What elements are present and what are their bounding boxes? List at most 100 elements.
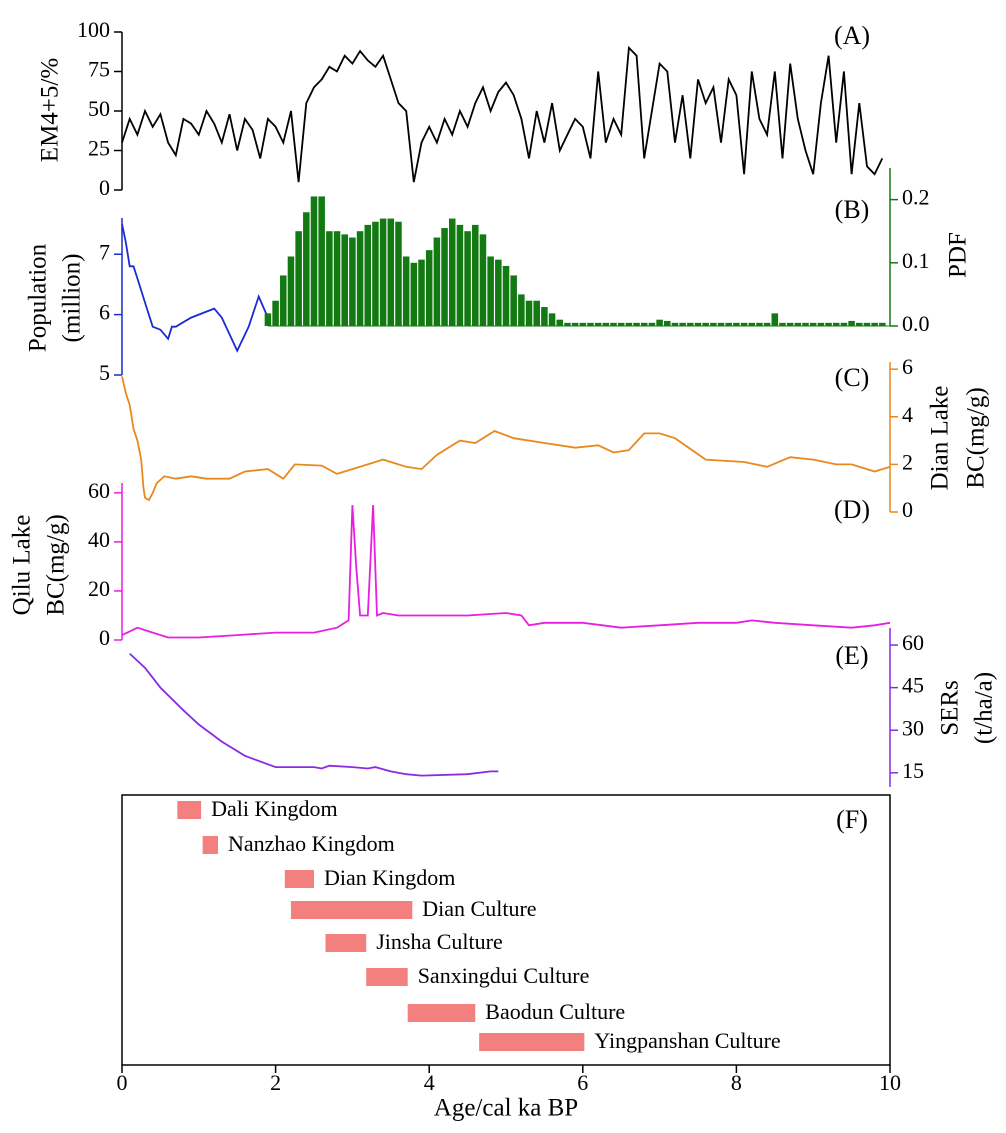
y-axis-label: EM4+5/% xyxy=(37,58,64,162)
pdf-bar xyxy=(410,262,418,326)
pdf-bar xyxy=(687,322,694,326)
y-tick-label: 30 xyxy=(902,715,924,740)
y-axis-label: BC(mg/g) xyxy=(43,514,70,615)
pdf-bar xyxy=(694,322,702,326)
pdf-bar xyxy=(425,250,433,326)
period-label: Dali Kingdom xyxy=(211,796,338,821)
y-tick-label: 60 xyxy=(902,630,924,655)
y-tick-label: 0 xyxy=(99,175,110,200)
pdf-bar xyxy=(763,322,771,326)
period-label: Sanxingdui Culture xyxy=(418,963,590,988)
pdf-bar xyxy=(495,259,502,326)
y-axis-label: Dian Lake xyxy=(927,386,954,491)
y-axis-label: (million) xyxy=(59,254,86,343)
y-tick-label: 20 xyxy=(88,576,110,601)
y-axis-label: Qilu Lake xyxy=(9,515,36,616)
y-tick-label: 0.1 xyxy=(902,248,930,273)
pdf-bar xyxy=(418,259,425,326)
pdf-bar xyxy=(372,221,379,326)
pdf-bar xyxy=(564,322,571,326)
pdf-bar xyxy=(633,322,640,326)
y-axis-label: (t/ha/a) xyxy=(971,672,998,744)
pdf-bar xyxy=(541,307,548,326)
pdf-bar xyxy=(318,196,325,326)
pdf-bar xyxy=(510,275,517,326)
pdf-bar xyxy=(280,275,287,326)
pdf-bar xyxy=(756,322,763,326)
y-axis-label: SERs xyxy=(937,680,964,736)
pdf-bar xyxy=(387,218,395,326)
pdf-bar xyxy=(740,322,748,326)
pdf-bar xyxy=(848,320,855,326)
y-tick-label: 0 xyxy=(902,497,913,522)
y-tick-label: 0.2 xyxy=(902,185,930,210)
data-line xyxy=(121,376,891,502)
data-line xyxy=(121,223,269,353)
pdf-bar xyxy=(794,322,802,326)
x-axis-label: Age/cal ka BP xyxy=(434,1095,578,1122)
pdf-bar xyxy=(303,212,310,326)
pdf-bar xyxy=(395,221,402,326)
pdf-bar xyxy=(610,322,617,326)
x-tick-label: 0 xyxy=(117,1070,128,1095)
period-label: Baodun Culture xyxy=(485,999,625,1024)
pdf-bar xyxy=(825,322,832,326)
pdf-bar xyxy=(456,224,464,326)
pdf-bar xyxy=(448,218,456,326)
pdf-bar xyxy=(433,237,441,326)
y-tick-label: 2 xyxy=(902,449,913,474)
pdf-bar xyxy=(295,231,302,326)
pdf-bar xyxy=(356,231,364,326)
pdf-bar xyxy=(472,224,479,326)
y-tick-label: 6 xyxy=(99,300,110,325)
pdf-bar xyxy=(548,313,556,326)
period-bar xyxy=(177,801,202,819)
y-tick-label: 0 xyxy=(99,625,110,650)
y-tick-label: 6 xyxy=(902,354,913,379)
pdf-bar xyxy=(779,322,786,326)
pdf-bar xyxy=(817,322,825,326)
pdf-bar xyxy=(748,322,756,326)
y-axis-label: PDF xyxy=(945,232,972,278)
pdf-bar xyxy=(679,322,686,326)
pdf-bar xyxy=(333,231,341,326)
period-bar xyxy=(325,934,367,952)
pdf-bar xyxy=(625,322,633,326)
pdf-bar xyxy=(725,322,732,326)
pdf-bar xyxy=(579,322,587,326)
panel-label: (F) xyxy=(836,805,868,834)
pdf-bar xyxy=(802,322,809,326)
pdf-bar xyxy=(402,256,410,326)
y-tick-label: 4 xyxy=(902,402,913,427)
data-line xyxy=(121,505,891,639)
pdf-bar xyxy=(502,265,510,326)
y-tick-label: 100 xyxy=(77,17,110,42)
pdf-bar xyxy=(717,322,725,326)
pdf-bar xyxy=(710,322,717,326)
data-line xyxy=(121,45,884,183)
pdf-bar xyxy=(840,322,848,326)
pdf-bar xyxy=(594,322,602,326)
pdf-bar xyxy=(809,322,817,326)
panel-label: (C) xyxy=(835,363,870,392)
x-tick-label: 10 xyxy=(879,1070,901,1095)
pdf-bar xyxy=(287,256,295,326)
data-line xyxy=(129,652,499,777)
pdf-bar xyxy=(479,234,487,326)
x-tick-label: 6 xyxy=(577,1070,588,1095)
pdf-bar xyxy=(656,319,663,326)
pdf-bar xyxy=(786,322,794,326)
period-label: Dian Kingdom xyxy=(324,865,455,890)
pdf-bar xyxy=(671,322,679,326)
y-tick-label: 5 xyxy=(99,360,110,385)
period-label: Nanzhao Kingdom xyxy=(228,831,395,856)
panel-label: (B) xyxy=(835,195,870,224)
pdf-bar xyxy=(863,322,871,326)
x-tick-label: 4 xyxy=(424,1070,435,1095)
pdf-bar xyxy=(733,322,740,326)
pdf-bar xyxy=(533,300,540,326)
y-tick-label: 45 xyxy=(902,673,924,698)
pdf-bar xyxy=(702,322,709,326)
x-tick-label: 2 xyxy=(270,1070,281,1095)
